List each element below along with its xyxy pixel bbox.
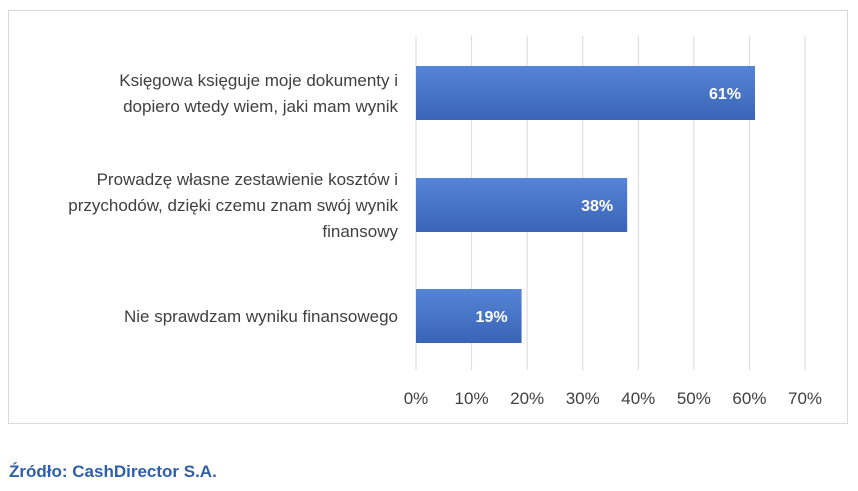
bar-value-label: 19% (476, 309, 508, 326)
category-label: Księgowa księguje moje dokumenty i (119, 71, 398, 90)
category-label: Nie sprawdzam wyniku finansowego (124, 307, 398, 326)
bar-value-label: 61% (709, 86, 741, 103)
x-tick-label: 40% (621, 389, 655, 408)
source-note: Źródło: CashDirector S.A. (9, 462, 217, 481)
x-tick-label: 30% (566, 389, 600, 408)
bar-value-label: 38% (581, 198, 613, 215)
x-tick-label: 50% (677, 389, 711, 408)
x-tick-label: 60% (732, 389, 766, 408)
chart-frame (8, 10, 848, 424)
bar (416, 178, 628, 232)
category-label: przychodów, dzięki czemu znam swój wynik (68, 196, 398, 215)
x-tick-label: 70% (788, 389, 822, 408)
bar-chart: 0% 10% 20% 30% 40% 50% 60% 70% 61% Księgowa księg… (68, 36, 822, 408)
bar (416, 289, 522, 343)
x-tick-label: 10% (455, 389, 489, 408)
x-tick-label: 20% (510, 389, 544, 408)
category-label: finansowy (322, 222, 398, 241)
bar (416, 66, 755, 120)
category-label: Prowadzę własne zestawienie kosztów i (97, 170, 398, 189)
x-tick-label: 0% (404, 389, 429, 408)
category-label: dopiero wtedy wiem, jaki mam wynik (123, 97, 398, 116)
